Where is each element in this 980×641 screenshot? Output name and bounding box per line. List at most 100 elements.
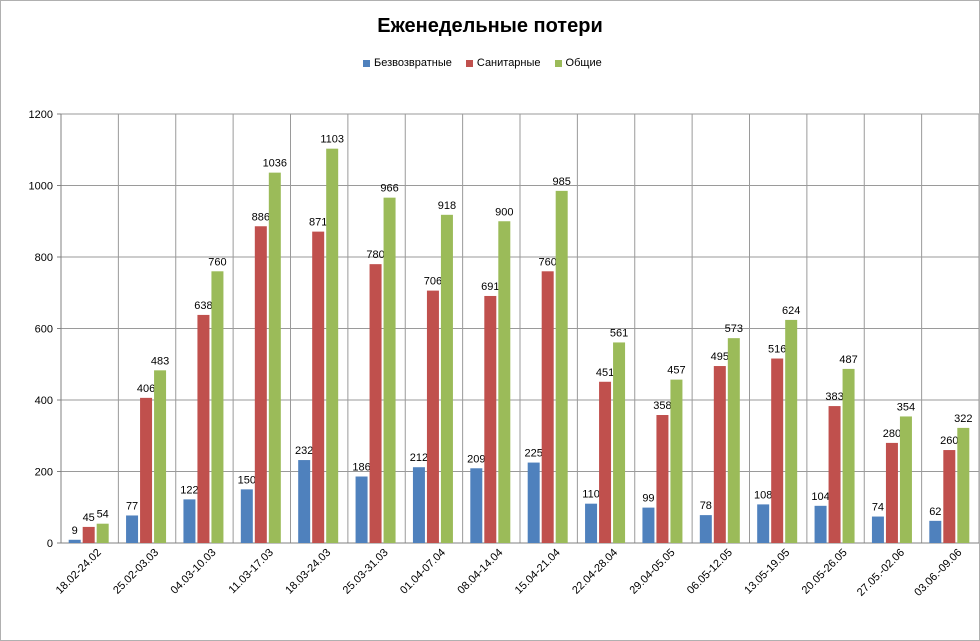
data-label: 150 <box>238 474 256 486</box>
data-label: 457 <box>667 365 685 377</box>
data-label: 706 <box>424 276 442 288</box>
data-label: 358 <box>653 400 671 412</box>
data-label: 383 <box>825 391 843 403</box>
bar <box>771 358 784 543</box>
bar <box>599 381 612 543</box>
bar <box>899 416 912 543</box>
data-label: 691 <box>481 281 499 293</box>
bar <box>211 271 224 543</box>
data-label: 918 <box>438 200 456 212</box>
chart-title: Еженедельные потери <box>377 15 603 37</box>
legend-swatch-irrecoverable <box>363 59 370 67</box>
x-tick-label: 18.03-24.03 <box>283 547 333 597</box>
bar <box>713 366 726 543</box>
legend-label-sanitary: Санитарные <box>476 57 541 69</box>
x-tick-label: 25.03-31.03 <box>341 547 391 597</box>
data-label: 760 <box>208 256 226 268</box>
legend-item-irrecoverable: Безвозвратные <box>363 57 452 69</box>
x-tick-label: 13.05-19.05 <box>742 547 792 597</box>
data-label: 108 <box>754 489 772 501</box>
bar <box>154 370 167 543</box>
bar <box>871 516 884 543</box>
data-label: 280 <box>883 428 901 440</box>
x-tick-label: 27.05.-02.06 <box>855 547 907 599</box>
data-label: 495 <box>711 351 729 363</box>
bar <box>585 503 598 543</box>
bar <box>312 231 325 543</box>
bar <box>757 504 770 543</box>
legend-label-total: Общие <box>565 57 602 69</box>
bar <box>957 427 970 543</box>
data-label: 104 <box>811 491 829 503</box>
data-label: 483 <box>151 355 169 367</box>
legend: Безвозвратные Санитарные Общие <box>363 57 616 69</box>
legend-swatch-total <box>554 59 562 67</box>
data-label: 225 <box>525 448 543 460</box>
bar <box>268 172 281 543</box>
data-label: 966 <box>380 183 398 195</box>
data-label: 780 <box>366 249 384 261</box>
data-label: 760 <box>539 256 557 268</box>
x-tick-label: 25.02-03.03 <box>111 547 161 597</box>
data-label: 886 <box>252 211 270 223</box>
bar <box>440 214 453 543</box>
bar <box>470 468 483 543</box>
y-tick-label: 0 <box>47 538 53 550</box>
data-label: 900 <box>495 206 513 218</box>
bar <box>555 190 568 544</box>
x-tick-label: 04.03-10.03 <box>169 547 219 597</box>
bar <box>541 271 554 543</box>
legend-swatch-sanitary <box>465 59 473 67</box>
bar <box>929 520 942 543</box>
bar <box>355 476 368 543</box>
data-label: 451 <box>596 367 614 379</box>
data-label: 985 <box>553 176 571 188</box>
x-tick-label: 11.03-17.03 <box>227 547 276 596</box>
data-label: 110 <box>582 489 600 501</box>
y-tick-label: 1000 <box>29 181 53 193</box>
bar <box>82 526 95 543</box>
data-label: 1036 <box>263 158 287 170</box>
data-label: 45 <box>83 512 95 524</box>
data-label: 209 <box>467 453 485 465</box>
bar <box>298 460 311 543</box>
data-label: 487 <box>839 354 857 366</box>
bar <box>943 450 956 543</box>
x-tick-label: 08.04-14.04 <box>455 547 505 597</box>
bar <box>527 462 540 543</box>
data-label: 406 <box>137 383 155 395</box>
bar <box>183 499 196 543</box>
bar <box>96 523 109 543</box>
bar <box>785 319 798 543</box>
data-label: 624 <box>782 305 800 317</box>
data-label: 99 <box>642 493 654 505</box>
bar <box>240 489 253 543</box>
y-tick-label: 600 <box>35 324 53 336</box>
data-label: 1103 <box>320 134 344 146</box>
data-label: 54 <box>97 509 109 521</box>
bar <box>412 467 425 543</box>
x-tick-label: 03.06.-09.06 <box>912 547 964 599</box>
data-label: 186 <box>352 462 370 474</box>
data-label: 322 <box>954 413 972 425</box>
bar <box>656 415 669 543</box>
bar <box>885 442 898 543</box>
legend-item-total: Общие <box>554 57 602 69</box>
x-tick-label: 20.05-26.05 <box>800 547 850 597</box>
bar <box>642 507 655 543</box>
bar <box>326 148 339 544</box>
data-label: 77 <box>126 500 138 512</box>
x-tick-label: 06.05-12.05 <box>685 547 735 597</box>
bar <box>814 505 827 543</box>
data-label: 260 <box>940 435 958 447</box>
bar <box>699 515 712 543</box>
data-label: 638 <box>194 300 212 312</box>
x-tick-label: 15.04-21.04 <box>513 547 563 597</box>
bar <box>383 197 396 543</box>
bar <box>670 379 683 543</box>
bar <box>613 342 626 543</box>
bar <box>828 406 841 543</box>
data-label: 212 <box>410 452 428 464</box>
